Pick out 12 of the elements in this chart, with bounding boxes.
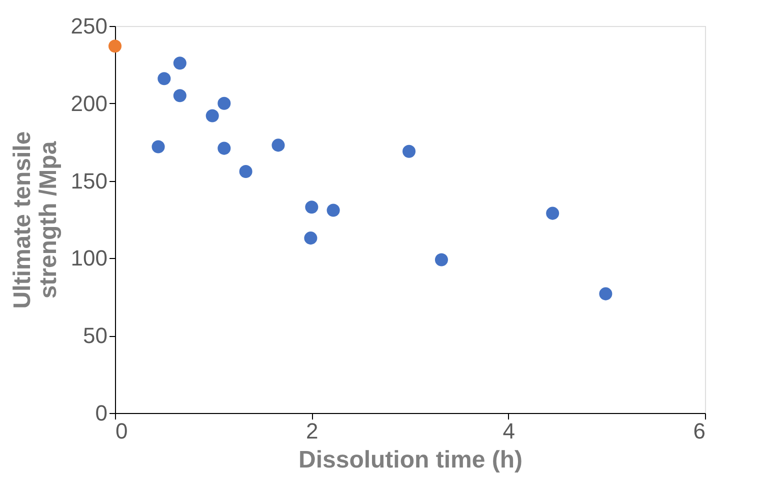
y-tick-label: 50 (83, 323, 108, 348)
x-tick-label: 6 (693, 418, 706, 444)
y-tick-label: 150 (70, 168, 108, 194)
y-tick-label: 0 (95, 400, 108, 426)
x-tick-label: 0 (116, 418, 128, 444)
x-tick-label: 4 (502, 418, 515, 444)
x-axis-title: Dissolution time (h) (298, 446, 522, 474)
y-tick-label: 200 (70, 90, 108, 116)
y-tick-label: 100 (70, 246, 108, 271)
y-axis-title: Ultimate tensile strength /Mpa (8, 131, 62, 309)
x-tick-label: 2 (306, 418, 318, 444)
y-tick-label: 250 (70, 14, 108, 38)
